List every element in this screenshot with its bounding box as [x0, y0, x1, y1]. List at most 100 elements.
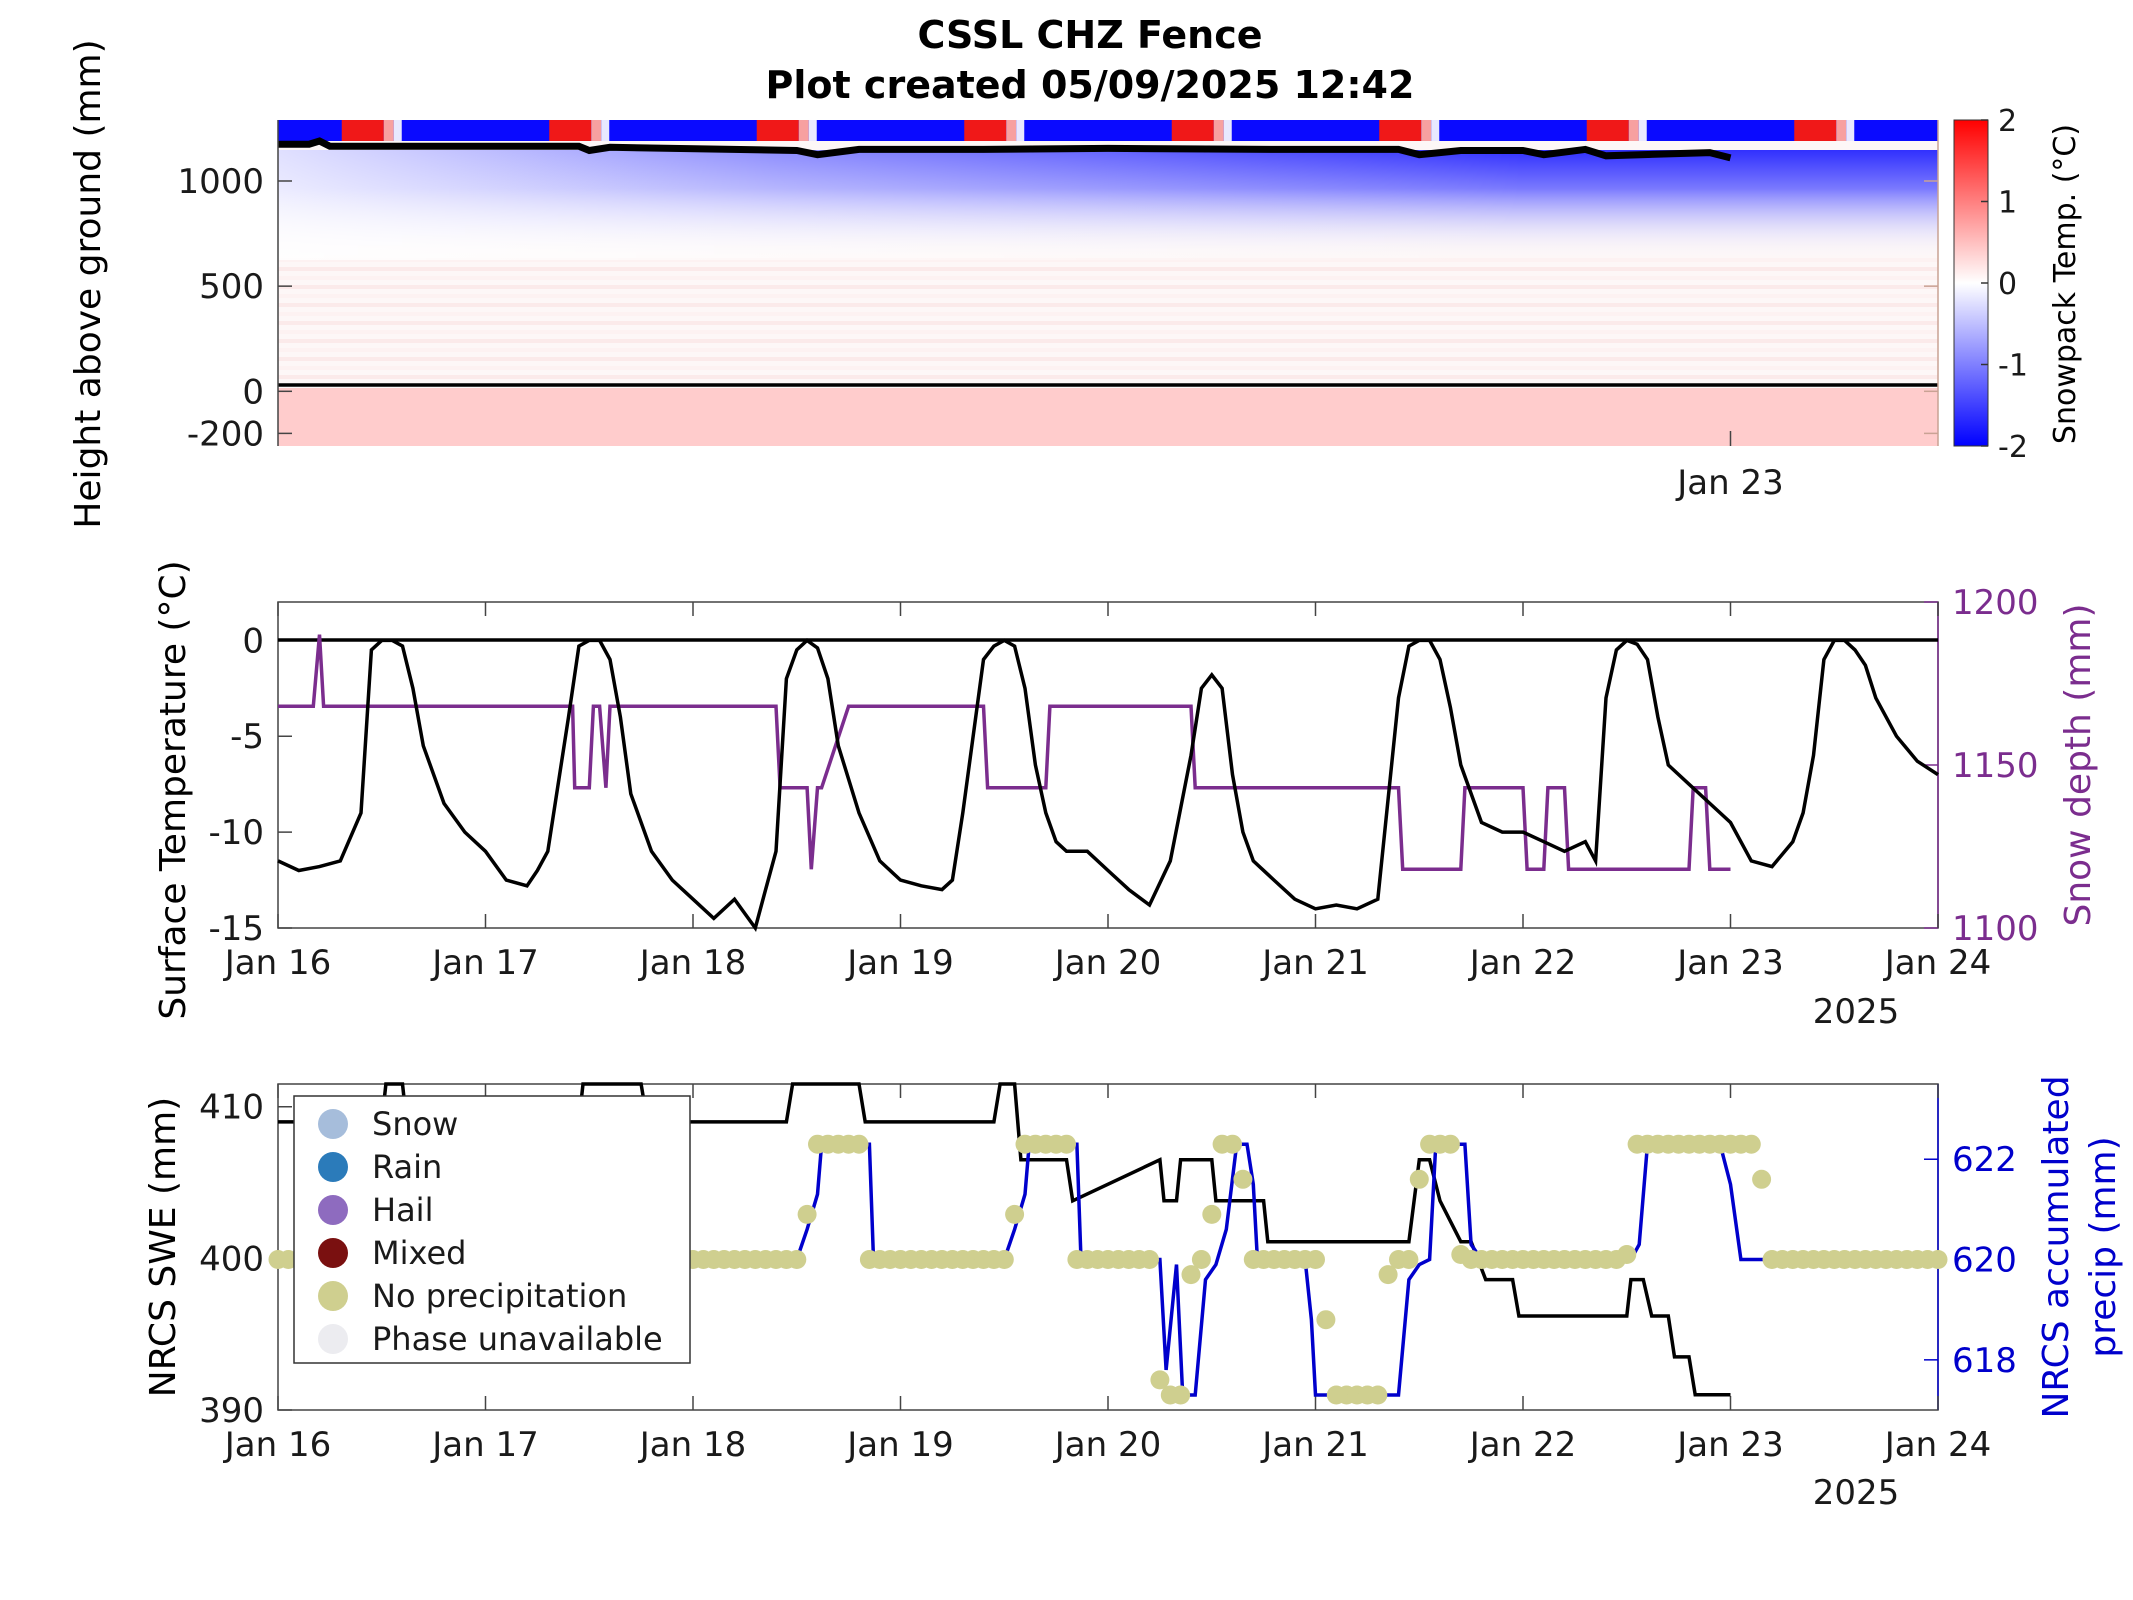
colorbar-tick-label-3: -1: [1998, 349, 2028, 384]
snow-surface-line: [278, 137, 1732, 162]
heatmap-stripe: [278, 375, 1938, 379]
heatmap-ytick-label-0: 1000: [177, 162, 264, 202]
temp-ylabel: Surface Temperature (°C): [153, 560, 194, 1019]
warm-burst-edge-1: [601, 120, 610, 141]
legend-marker-no-precipitation: [318, 1281, 348, 1311]
warm-burst-fade-1: [591, 120, 602, 141]
phase-marker-no-precipitation: [1306, 1250, 1325, 1269]
heatmap-ytick-label-1: 500: [199, 267, 264, 307]
precip-ylabel-line2: precip (mm): [2083, 1136, 2124, 1357]
temp-xtick-label-2: Jan 18: [638, 943, 746, 983]
colorbar-tick-label-1: 1: [1998, 186, 2017, 221]
phase-marker-no-precipitation: [1378, 1265, 1398, 1285]
warm-burst-3: [964, 120, 1007, 141]
colorbar-ticks: 2 1 0 -1 -2: [1981, 104, 2028, 465]
phase-marker-no-precipitation: [1171, 1385, 1191, 1405]
surface-temp-line: [277, 638, 1939, 933]
title-line2: Plot created 05/09/2025 12:42: [766, 63, 1415, 107]
phase-marker-no-precipitation: [1368, 1385, 1388, 1405]
swe-axes: 410 400 390 622 620 618 Jan 16 Jan 17 Jan 18 Jan …: [199, 1084, 2017, 1465]
temp-ytick-label-0: 0: [242, 621, 264, 661]
colorbar-label: Snowpack Temp. (°C): [2048, 124, 2083, 444]
phase-marker-no-precipitation: [787, 1250, 807, 1269]
colorbar-tick-label-0: 2: [1998, 104, 2017, 139]
heatmap-top-band: [278, 120, 1938, 141]
warm-burst-6: [1586, 120, 1629, 141]
legend-label-hail: Hail: [372, 1191, 433, 1229]
legend: Snow Rain Hail Mixed No precipitation Ph…: [293, 1095, 691, 1364]
heatmap-stripe: [278, 285, 1938, 289]
swe-ytick-label-0: 410: [199, 1088, 264, 1128]
temp-axes: 0 -5 -10 -15 1200 1150 1100 Jan 16 Jan 17 Jan 18 J…: [208, 583, 2038, 983]
heatmap-ylabel: Height above ground (mm): [68, 39, 109, 528]
warm-burst-edge-5: [1431, 120, 1440, 141]
swe-xtick-label-3: Jan 19: [845, 1425, 953, 1465]
warm-burst-1: [549, 120, 592, 141]
depth-ytick-label-2: 1100: [1952, 909, 2039, 949]
temp-xtick-label-5: Jan 21: [1260, 943, 1368, 983]
phase-marker-no-precipitation: [1741, 1134, 1761, 1154]
swe-xtick-label-6: Jan 22: [1468, 1425, 1576, 1465]
legend-marker-rain: [318, 1152, 348, 1182]
title-line1: CSSL CHZ Fence: [917, 13, 1262, 57]
heatmap-stripe: [278, 303, 1938, 307]
warm-burst-edge-4: [1223, 120, 1232, 141]
swe-ylabel: NRCS SWE (mm): [143, 1097, 184, 1397]
heatmap-warm-band: [341, 120, 1855, 141]
colorbar-tick-label-2: 0: [1998, 267, 2017, 302]
phase-marker-no-precipitation: [1440, 1134, 1460, 1154]
warm-burst-fade-5: [1421, 120, 1432, 141]
depth-ytick-label-1: 1150: [1952, 746, 2039, 786]
phase-marker-no-precipitation: [1005, 1204, 1025, 1224]
heatmap-cold-fade: [278, 150, 1938, 260]
heatmap-stripe: [278, 330, 1938, 334]
warm-burst-edge-3: [1016, 120, 1025, 141]
swe-xtick-label-5: Jan 21: [1260, 1425, 1368, 1465]
warm-burst-fade-4: [1213, 120, 1224, 141]
warm-burst-edge-0: [393, 120, 402, 141]
phase-marker-no-precipitation: [1223, 1134, 1242, 1154]
swe-ytick-label-2: 390: [199, 1391, 264, 1431]
legend-label-phase-unavailable: Phase unavailable: [372, 1320, 663, 1358]
temp-xtick-label-1: Jan 17: [430, 943, 538, 983]
legend-label-rain: Rain: [372, 1148, 442, 1186]
temp-xtick-label-3: Jan 19: [845, 943, 953, 983]
swe-xtick-label-0: Jan 16: [223, 1425, 331, 1465]
warm-burst-fade-3: [1006, 120, 1017, 141]
phase-marker-no-precipitation: [1233, 1169, 1253, 1189]
precip-ytick-label-1: 620: [1952, 1241, 2017, 1281]
phase-marker-no-precipitation: [1617, 1245, 1637, 1264]
heatmap-xtick-label-0: Jan 23: [1675, 463, 1783, 503]
legend-label-mixed: Mixed: [372, 1234, 466, 1272]
heatmap-stripe: [278, 339, 1938, 343]
heatmap-stripe: [278, 366, 1938, 370]
warm-burst-2: [756, 120, 799, 141]
heatmap-stripe: [278, 294, 1938, 298]
legend-label-no-precipitation: No precipitation: [372, 1277, 627, 1315]
temp-plot-frame: [277, 601, 1939, 929]
heatmap-ytick-label-2: 0: [242, 372, 264, 412]
swe-xtick-label-2: Jan 18: [638, 1425, 746, 1465]
phase-marker-no-precipitation: [994, 1250, 1014, 1269]
phase-marker-no-precipitation: [1191, 1250, 1211, 1269]
swe-xtick-label-7: Jan 23: [1675, 1425, 1783, 1465]
heatmap-stripe: [278, 312, 1938, 316]
colorbar-tick-label-4: -2: [1998, 430, 2028, 465]
phase-marker-no-precipitation: [1752, 1169, 1772, 1189]
legend-marker-mixed: [318, 1238, 348, 1268]
phase-marker-no-precipitation: [1057, 1134, 1076, 1154]
temp-xtick-label-6: Jan 22: [1468, 943, 1576, 983]
warm-burst-edge-6: [1638, 120, 1647, 141]
phase-marker-no-precipitation: [1202, 1204, 1222, 1224]
phase-marker-no-precipitation: [1150, 1370, 1170, 1390]
heatmap-axes: 1000 500 0-200 Jan 23: [177, 162, 1938, 503]
depth-ytick-label-0: 1200: [1952, 583, 2039, 623]
phase-marker-no-precipitation: [1181, 1265, 1201, 1285]
warm-burst-edge-2: [808, 120, 817, 141]
phase-marker-no-precipitation: [1409, 1169, 1429, 1189]
legend-marker-snow: [318, 1109, 348, 1139]
temp-ytick-label-1: -5: [230, 717, 264, 757]
warm-burst-fade-6: [1628, 120, 1639, 141]
heatmap-soil-band: [278, 388, 1938, 446]
